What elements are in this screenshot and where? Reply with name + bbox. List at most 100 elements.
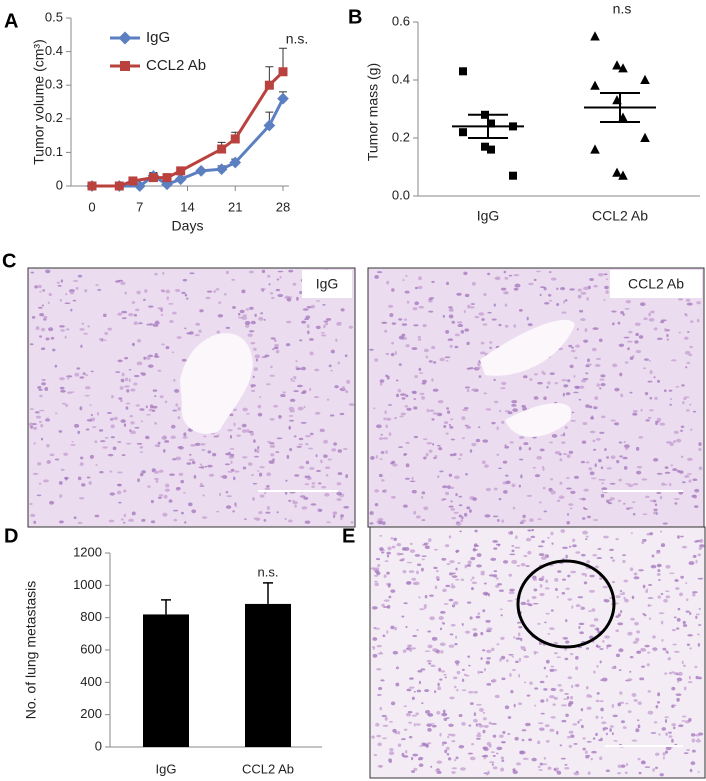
- cell: [257, 445, 260, 450]
- cell: [374, 627, 381, 630]
- cell: [508, 654, 514, 656]
- cell: [461, 689, 467, 692]
- cell: [157, 369, 162, 372]
- cell: [234, 502, 237, 507]
- cell: [301, 506, 308, 510]
- marker: [128, 176, 138, 186]
- cell: [549, 627, 555, 630]
- cell: [391, 545, 396, 549]
- cell: [110, 436, 115, 439]
- cell: [519, 750, 526, 755]
- cell: [323, 454, 328, 459]
- cell: [376, 734, 382, 738]
- cell: [388, 720, 393, 723]
- cell: [82, 372, 86, 375]
- cell: [582, 378, 589, 380]
- cell: [486, 627, 493, 631]
- cell: [206, 290, 213, 293]
- cell: [625, 702, 629, 705]
- cell: [271, 296, 275, 300]
- cell: [491, 678, 497, 683]
- cell: [63, 452, 69, 456]
- cell: [104, 436, 109, 439]
- cell: [531, 757, 537, 762]
- cell: [216, 510, 220, 513]
- cell: [664, 719, 668, 723]
- cell: [584, 328, 588, 333]
- cell: [684, 350, 691, 355]
- cell: [500, 756, 505, 760]
- cell: [445, 491, 450, 496]
- cell: [236, 434, 241, 437]
- cell: [505, 480, 511, 485]
- cell: [592, 737, 596, 740]
- cell: [28, 422, 34, 427]
- cell: [468, 724, 472, 727]
- cell: [133, 382, 138, 386]
- cell: [207, 464, 213, 468]
- cell: [493, 378, 496, 382]
- cell: [162, 512, 168, 517]
- cell: [278, 414, 282, 419]
- cell: [501, 519, 505, 523]
- cell: [441, 712, 448, 717]
- cell: [442, 588, 447, 593]
- cell: [509, 672, 512, 677]
- cell: [604, 599, 610, 603]
- cell: [692, 410, 697, 413]
- cell: [288, 269, 294, 273]
- cell: [493, 574, 498, 578]
- cell: [396, 552, 401, 556]
- marker: [264, 80, 274, 90]
- cell: [160, 289, 165, 292]
- cell: [474, 529, 478, 533]
- cell: [486, 657, 491, 660]
- cell: [403, 602, 408, 605]
- cell: [450, 583, 454, 585]
- cell: [571, 684, 574, 689]
- cell: [448, 598, 454, 602]
- cell: [529, 378, 533, 381]
- cell: [116, 471, 123, 474]
- cell: [572, 723, 578, 726]
- marker: [217, 144, 227, 154]
- cell: [254, 313, 257, 317]
- cell: [226, 495, 232, 498]
- cell: [326, 521, 331, 524]
- cell: [680, 429, 683, 432]
- cell: [479, 351, 486, 355]
- cell: [207, 450, 212, 454]
- cell: [609, 497, 615, 501]
- cell: [486, 649, 492, 653]
- cell: [588, 467, 593, 471]
- x-tick-label: IgG: [477, 208, 500, 224]
- cell: [490, 751, 495, 754]
- cell: [528, 447, 532, 451]
- cell: [414, 374, 418, 379]
- cell: [421, 702, 424, 705]
- cell: [453, 511, 459, 514]
- cell: [612, 322, 615, 326]
- cell: [259, 396, 262, 398]
- cell: [403, 453, 408, 456]
- cell: [477, 612, 481, 616]
- cell: [200, 443, 206, 446]
- cell: [371, 646, 376, 649]
- cell: [504, 324, 509, 328]
- cell: [251, 389, 256, 392]
- cell: [567, 379, 571, 383]
- cell: [624, 361, 629, 364]
- cell: [242, 407, 248, 412]
- cell: [456, 292, 462, 296]
- cell: [581, 517, 586, 520]
- cell: [79, 462, 84, 467]
- cell: [266, 485, 270, 488]
- cell: [454, 685, 457, 689]
- cell: [96, 412, 100, 416]
- cell: [509, 441, 514, 444]
- cell: [80, 344, 83, 348]
- cell: [533, 278, 537, 282]
- cell: [327, 458, 332, 461]
- cell: [527, 323, 533, 327]
- cell: [675, 385, 680, 388]
